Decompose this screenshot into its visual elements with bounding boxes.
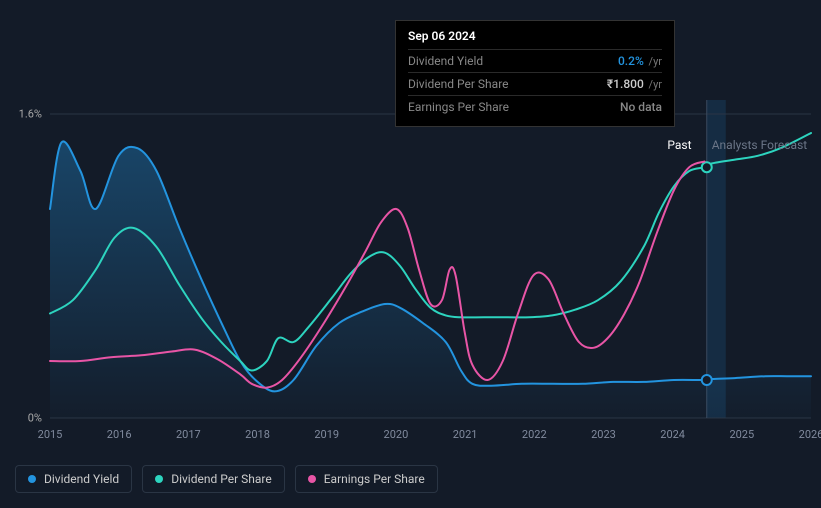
tooltip-row-value: ₹1.800 bbox=[607, 77, 644, 91]
tooltip-date: Sep 06 2024 bbox=[408, 29, 662, 43]
x-axis-label: 2020 bbox=[384, 428, 409, 441]
x-axis-label: 2019 bbox=[314, 428, 339, 441]
chart-legend: Dividend Yield Dividend Per Share Earnings… bbox=[15, 465, 438, 493]
x-axis-label: 2024 bbox=[660, 428, 685, 441]
tooltip-row: Dividend Per Share ₹1.800 /yr bbox=[408, 72, 662, 95]
legend-item[interactable]: Dividend Per Share bbox=[142, 465, 285, 493]
x-axis-label: 2018 bbox=[245, 428, 270, 441]
tooltip-row-label: Dividend Yield bbox=[408, 54, 483, 68]
dividend_yield-area bbox=[50, 141, 811, 418]
x-axis-label: 2025 bbox=[729, 428, 754, 441]
tooltip-row-label: Earnings Per Share bbox=[408, 100, 509, 114]
tooltip-row: Dividend Yield 0.2% /yr bbox=[408, 49, 662, 72]
chart-x-axis: 2015201620172018201920202021202220232024… bbox=[50, 428, 811, 448]
chart-plot-area[interactable]: 1.6%0% PastAnalysts Forecast bbox=[50, 100, 811, 418]
legend-item[interactable]: Dividend Yield bbox=[15, 465, 132, 493]
x-axis-label: 2021 bbox=[453, 428, 478, 441]
chart-tooltip: Sep 06 2024 Dividend Yield0.2% /yrDivide… bbox=[395, 20, 675, 127]
x-axis-label: 2026 bbox=[799, 428, 821, 441]
dividend_yield-marker bbox=[702, 375, 712, 385]
x-axis-label: 2017 bbox=[176, 428, 201, 441]
tooltip-row: Earnings Per Share No data bbox=[408, 95, 662, 118]
legend-dot-icon bbox=[28, 475, 36, 483]
legend-dot-icon bbox=[155, 475, 163, 483]
x-axis-label: 2015 bbox=[38, 428, 63, 441]
tooltip-row-label: Dividend Per Share bbox=[408, 77, 509, 91]
label-past: Past bbox=[667, 138, 691, 152]
legend-item-label: Earnings Per Share bbox=[324, 472, 425, 486]
tooltip-row-value: 0.2% bbox=[618, 54, 644, 68]
tooltip-row-unit: /yr bbox=[646, 55, 662, 68]
tooltip-row-value: No data bbox=[620, 100, 662, 114]
legend-item[interactable]: Earnings Per Share bbox=[295, 465, 438, 493]
y-axis-label: 0% bbox=[28, 412, 42, 425]
dividend_per_share-marker bbox=[702, 162, 712, 172]
tooltip-row-unit: /yr bbox=[646, 78, 662, 91]
legend-dot-icon bbox=[308, 475, 316, 483]
y-axis-label: 1.6% bbox=[19, 108, 42, 121]
x-axis-label: 2022 bbox=[522, 428, 547, 441]
legend-item-label: Dividend Yield bbox=[44, 472, 119, 486]
x-axis-label: 2016 bbox=[107, 428, 132, 441]
x-axis-label: 2023 bbox=[591, 428, 616, 441]
label-forecast: Analysts Forecast bbox=[712, 138, 807, 152]
dividend-chart-container: Sep 06 2024 Dividend Yield0.2% /yrDivide… bbox=[0, 0, 821, 508]
legend-item-label: Dividend Per Share bbox=[171, 472, 272, 486]
